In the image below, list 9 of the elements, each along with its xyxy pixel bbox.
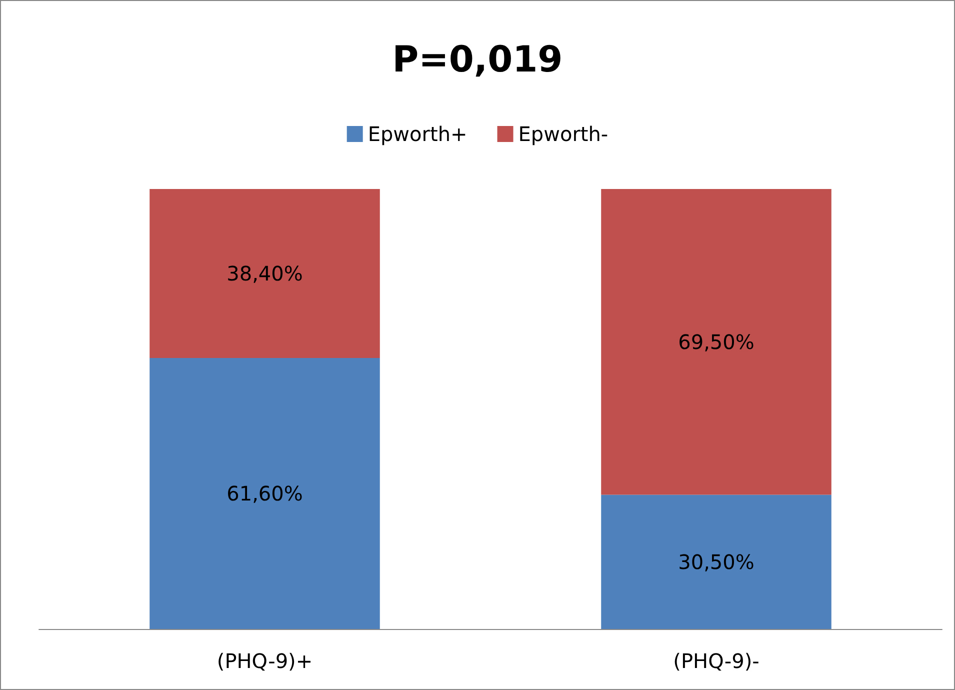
data-label: 69,50% (678, 330, 754, 354)
data-label: 30,50% (678, 550, 754, 574)
data-label: 61,60% (226, 481, 303, 506)
chart-title: P=0,019 (392, 40, 563, 80)
data-label: 38,40% (226, 261, 303, 286)
x-tick-label: (PHQ-9)- (673, 649, 760, 673)
legend-label: Epworth- (518, 122, 608, 146)
legend-label: Epworth+ (368, 122, 468, 146)
x-tick-label: (PHQ-9)+ (216, 649, 313, 673)
